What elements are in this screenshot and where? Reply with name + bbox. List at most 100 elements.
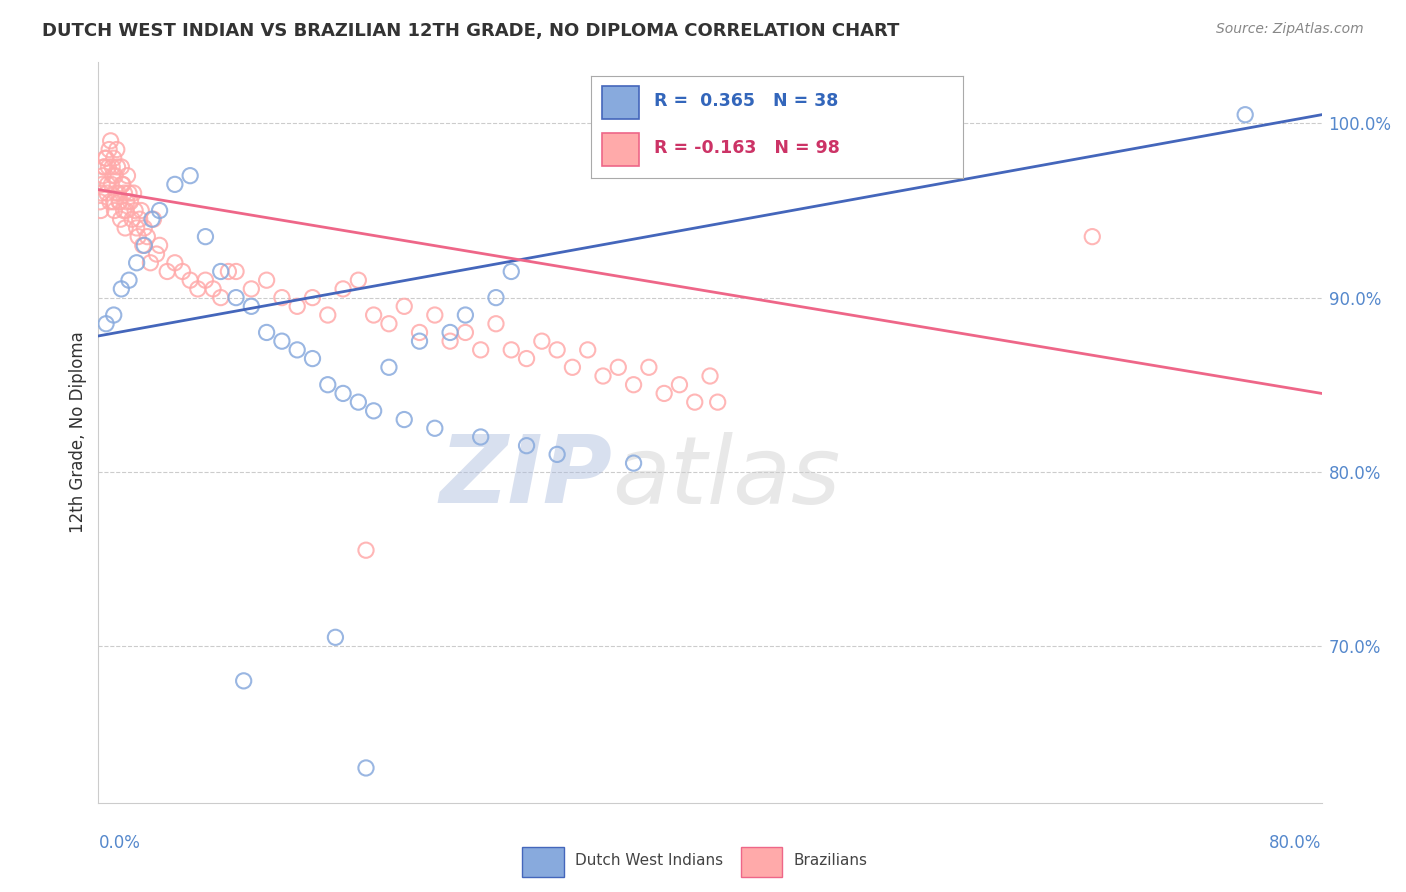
Point (225, 264, 247, 278)
Text: Brazilians: Brazilians (794, 854, 868, 868)
Point (118, 273, 141, 287)
Point (125, 256, 148, 270)
Point (100, 134, 122, 148)
FancyBboxPatch shape (522, 847, 564, 877)
Point (114, 221, 136, 235)
Point (316, 377, 339, 392)
Point (209, 291, 232, 305)
Point (363, 404, 385, 418)
Point (378, 360, 401, 375)
Text: DUTCH WEST INDIAN VS BRAZILIAN 12TH GRADE, NO DIPLOMA CORRELATION CHART: DUTCH WEST INDIAN VS BRAZILIAN 12TH GRAD… (42, 22, 900, 40)
Point (91, 169, 114, 183)
Point (194, 229, 217, 244)
FancyBboxPatch shape (602, 133, 638, 166)
Point (172, 264, 194, 278)
Point (285, 343, 308, 357)
Point (110, 282, 132, 296)
Point (485, 291, 508, 305)
Point (592, 369, 614, 384)
FancyBboxPatch shape (741, 847, 782, 877)
FancyBboxPatch shape (602, 87, 638, 119)
Point (240, 282, 263, 296)
Point (354, 543, 377, 558)
Point (128, 212, 150, 227)
Point (285, 299, 308, 313)
Point (101, 160, 124, 174)
Point (301, 351, 323, 366)
Point (111, 178, 134, 192)
Point (103, 203, 125, 218)
Point (623, 377, 645, 392)
Point (97, 178, 120, 192)
Point (141, 212, 163, 227)
Point (316, 308, 339, 322)
Point (354, 761, 377, 775)
Point (132, 238, 155, 252)
Point (103, 151, 125, 165)
Point (332, 386, 354, 401)
Point (623, 456, 645, 470)
Point (1081, 229, 1104, 244)
Point (179, 273, 201, 287)
Point (107, 160, 129, 174)
Point (94, 317, 117, 331)
Point (108, 194, 131, 209)
Point (105, 186, 128, 200)
Point (91, 178, 114, 192)
Point (93, 160, 115, 174)
Point (576, 343, 599, 357)
Point (134, 221, 156, 235)
Point (256, 273, 278, 287)
Point (98, 143, 121, 157)
Point (470, 343, 492, 357)
Point (256, 326, 278, 340)
Point (129, 203, 152, 218)
Point (187, 282, 209, 296)
Point (530, 334, 553, 348)
Point (94, 151, 117, 165)
Point (117, 169, 139, 183)
Point (392, 299, 416, 313)
Point (516, 351, 538, 366)
Point (454, 308, 477, 322)
Point (683, 395, 706, 409)
Point (301, 291, 323, 305)
Point (347, 395, 370, 409)
Point (127, 229, 149, 244)
Text: 80.0%: 80.0% (1270, 834, 1322, 852)
Point (142, 212, 165, 227)
Point (104, 169, 127, 183)
Point (439, 326, 461, 340)
Point (516, 439, 538, 453)
Point (139, 256, 162, 270)
Point (149, 238, 172, 252)
Point (110, 160, 132, 174)
Point (232, 673, 254, 688)
Point (202, 282, 225, 296)
Point (270, 291, 294, 305)
Point (118, 186, 141, 200)
Point (121, 212, 143, 227)
Point (607, 360, 630, 375)
Point (423, 421, 446, 435)
Point (378, 317, 401, 331)
Point (470, 430, 492, 444)
Point (112, 186, 135, 200)
Point (163, 178, 186, 192)
Text: Dutch West Indians: Dutch West Indians (575, 854, 724, 868)
Point (439, 334, 461, 348)
Point (136, 229, 159, 244)
Text: R =  0.365   N = 38: R = 0.365 N = 38 (654, 93, 838, 111)
Point (115, 194, 138, 209)
Point (103, 308, 125, 322)
Point (134, 238, 156, 252)
Text: R = -0.163   N = 98: R = -0.163 N = 98 (654, 138, 839, 157)
Point (270, 334, 294, 348)
Point (408, 326, 430, 340)
Point (94, 151, 117, 165)
Point (163, 256, 186, 270)
Point (115, 203, 138, 218)
Point (546, 343, 568, 357)
Point (100, 178, 122, 192)
Point (325, 630, 347, 644)
